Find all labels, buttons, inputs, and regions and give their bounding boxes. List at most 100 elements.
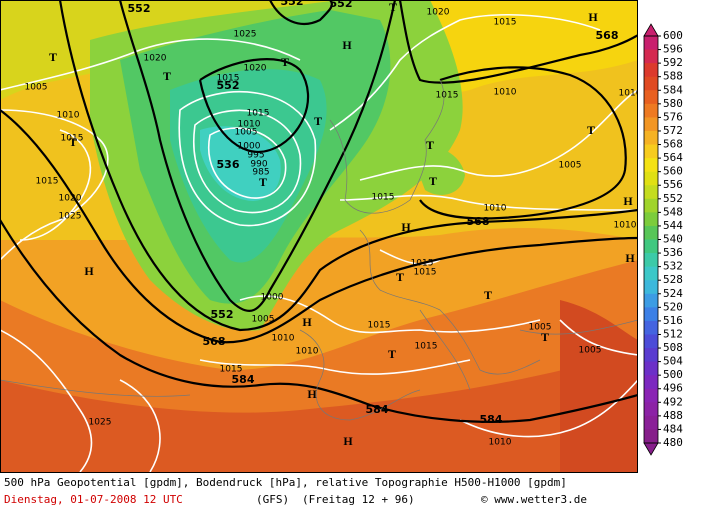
isobar-label: 985 bbox=[252, 168, 269, 178]
geopotential-label: 536 bbox=[217, 158, 240, 171]
isobar-label: 1025 bbox=[234, 30, 257, 40]
isobar-label: 1010 bbox=[619, 89, 642, 99]
colorbar-label: 536 bbox=[663, 246, 683, 259]
colorbar-segment bbox=[644, 402, 658, 417]
colorbar-segment bbox=[644, 144, 658, 159]
isobar-label: 1000 bbox=[261, 293, 284, 303]
colorbar-segment bbox=[644, 158, 658, 173]
colorbar-segment bbox=[644, 225, 658, 240]
isobar-label: 1000 bbox=[238, 142, 261, 152]
high-pressure-label: H bbox=[343, 434, 353, 448]
low-pressure-label: T bbox=[426, 138, 434, 152]
isobar-label: 1015 bbox=[247, 109, 270, 119]
colorbar-segment bbox=[644, 76, 658, 91]
colorbar-segment bbox=[644, 239, 658, 254]
colorbar-label: 572 bbox=[663, 124, 683, 137]
low-pressure-label: T bbox=[587, 123, 595, 137]
isobar-label: 1010 bbox=[614, 221, 637, 231]
colorbar-label: 500 bbox=[663, 368, 683, 381]
isobar-label: 1010 bbox=[272, 334, 295, 344]
colorbar-segment bbox=[644, 63, 658, 78]
colorbar-label: 596 bbox=[663, 43, 683, 56]
isobar-label: 990 bbox=[250, 160, 267, 170]
low-pressure-label: T bbox=[484, 288, 492, 302]
colorbar-segment bbox=[644, 348, 658, 363]
colorbar-label: 512 bbox=[663, 327, 683, 340]
low-pressure-label: T bbox=[388, 347, 396, 361]
geopotential-label: 568 bbox=[467, 215, 490, 228]
caption-title: 500 hPa Geopotential [gpdm], Bodendruck … bbox=[4, 476, 567, 489]
geopotential-label: 568 bbox=[203, 335, 226, 348]
colorbar-label: 524 bbox=[663, 287, 683, 300]
low-pressure-label: T bbox=[163, 69, 171, 83]
high-pressure-label: H bbox=[84, 264, 94, 278]
isobar-label: 1015 bbox=[372, 193, 395, 203]
colorbar-label: 580 bbox=[663, 97, 683, 110]
high-pressure-label: H bbox=[588, 10, 598, 24]
cyan-core bbox=[200, 126, 281, 201]
colorbar-label: 496 bbox=[663, 382, 683, 395]
geopotential-label: 584 bbox=[366, 403, 389, 416]
colorbar-segment bbox=[644, 361, 658, 376]
colorbar: 6005965925885845805765725685645605565525… bbox=[643, 23, 683, 456]
colorbar-label: 480 bbox=[663, 436, 683, 449]
isobar-label: 1025 bbox=[59, 212, 82, 222]
colorbar-label: 520 bbox=[663, 300, 683, 313]
geopotential-label: 552 bbox=[330, 0, 353, 10]
isobar-label: 1005 bbox=[559, 161, 582, 171]
isobar-label: 1010 bbox=[484, 204, 507, 214]
low-pressure-label: T bbox=[281, 55, 289, 69]
colorbar-label: 504 bbox=[663, 355, 683, 368]
colorbar-segment bbox=[644, 293, 658, 308]
map-frame bbox=[0, 0, 638, 473]
green-zone bbox=[410, 146, 465, 195]
colorbar-arrow-top bbox=[643, 23, 659, 37]
isobar-label: 1010 bbox=[489, 438, 512, 448]
colorbar-label: 584 bbox=[663, 83, 683, 96]
isobar-label: 1010 bbox=[296, 347, 319, 357]
colorbar-segment bbox=[644, 171, 658, 186]
colorbar-segment bbox=[644, 334, 658, 349]
colorbar-segment bbox=[644, 307, 658, 322]
low-pressure-label: T bbox=[259, 175, 267, 189]
isobar-label: 1020 bbox=[427, 8, 450, 18]
isobar-label: 1015 bbox=[414, 268, 437, 278]
colorbar-segment bbox=[644, 375, 658, 390]
coastlines bbox=[1, 79, 637, 421]
colorbar-segment bbox=[644, 280, 658, 295]
geopotential-label: 584 bbox=[480, 413, 503, 426]
colorbar-segment bbox=[644, 117, 658, 132]
colorbar-label: 552 bbox=[663, 192, 683, 205]
colorbar-label: 528 bbox=[663, 273, 683, 286]
high-pressure-label: H bbox=[625, 251, 635, 265]
colorbar-segment bbox=[644, 49, 658, 64]
low-pressure-label: T bbox=[429, 174, 437, 188]
isobar-label: 1020 bbox=[244, 64, 267, 74]
low-pressure-label: T bbox=[396, 270, 404, 284]
geopotential-label: 584 bbox=[232, 373, 255, 386]
isobars bbox=[1, 14, 637, 472]
geopotential-contours bbox=[1, 1, 637, 423]
colorbar-arrow-bottom bbox=[643, 442, 659, 456]
isobar-label: 1015 bbox=[368, 321, 391, 331]
caption-credit: © www.wetter3.de bbox=[481, 493, 587, 506]
colorbar-segment bbox=[644, 212, 658, 227]
colorbar-segment bbox=[644, 429, 658, 444]
colorbar-segment bbox=[644, 185, 658, 200]
isobar-label: 1015 bbox=[415, 342, 438, 352]
colorbar-label: 576 bbox=[663, 110, 683, 123]
colorbar-segment bbox=[644, 90, 658, 105]
colorbar-label: 560 bbox=[663, 165, 683, 178]
isobar-label: 995 bbox=[247, 151, 264, 161]
colorbar-segment bbox=[644, 266, 658, 281]
isobar-label: 1015 bbox=[494, 18, 517, 28]
isobar-label: 1005 bbox=[579, 346, 602, 356]
isobar-label: 1015 bbox=[436, 91, 459, 101]
colorbar-segment bbox=[644, 130, 658, 146]
colorbar-label: 548 bbox=[663, 205, 683, 218]
low-pressure-label: T bbox=[541, 330, 549, 344]
low-pressure-label: T bbox=[69, 135, 77, 149]
colorbar-segment bbox=[644, 253, 658, 268]
